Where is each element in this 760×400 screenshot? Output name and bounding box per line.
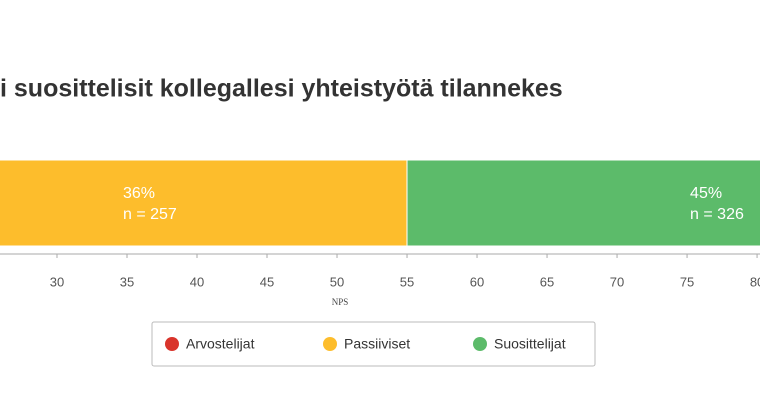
bar-segment: [406, 159, 760, 247]
bar-segment: [0, 159, 408, 247]
x-tick-label: 45: [260, 274, 274, 289]
legend: [151, 321, 596, 367]
chart-title: i suosittelisit kollegallesi yhteistyötä…: [0, 75, 563, 103]
x-tick-label: 70: [610, 274, 624, 289]
n-label: n = 257: [123, 206, 177, 223]
n-label: n = 326: [690, 206, 744, 223]
x-tick-label: 35: [120, 274, 134, 289]
legend-label: Arvostelijat: [186, 336, 255, 352]
legend-marker: [165, 337, 179, 351]
x-tick-label: 80: [750, 274, 760, 289]
value-label: 45%: [690, 185, 722, 202]
legend-label: Suosittelijat: [494, 336, 566, 352]
x-tick-label: 40: [190, 274, 204, 289]
x-tick-label: 65: [540, 274, 554, 289]
legend-marker: [473, 337, 487, 351]
legend-marker: [323, 337, 337, 351]
legend-label: Passiiviset: [344, 336, 410, 352]
x-tick-label: 50: [330, 274, 344, 289]
x-axis-label: NPS: [332, 297, 349, 307]
x-tick-label: 55: [400, 274, 414, 289]
x-tick-label: 60: [470, 274, 484, 289]
value-label: 36%: [123, 185, 155, 202]
x-tick-label: 30: [50, 274, 64, 289]
x-tick-label: 75: [680, 274, 694, 289]
